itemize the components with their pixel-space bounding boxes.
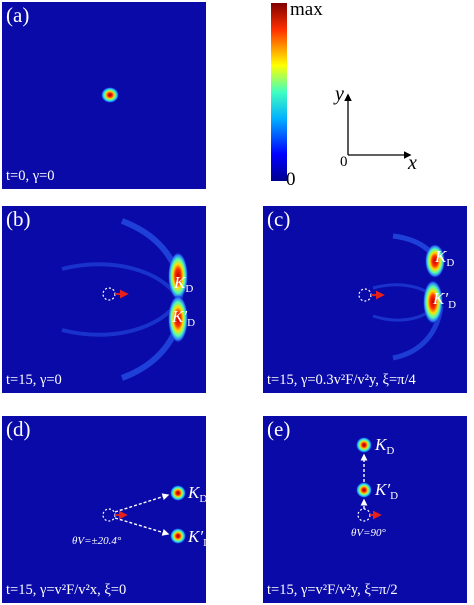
panel-label-b: (b) [6, 207, 31, 231]
x-axis-label: x [408, 152, 417, 174]
path-arrow-kpd [114, 517, 170, 536]
angle-label: θV=90° [351, 527, 387, 539]
kd-label: KD [434, 247, 454, 269]
wavepacket-field-e: θV=90° KD K′D [351, 435, 398, 539]
initial-position-marker [357, 508, 371, 522]
wavepacket-field-d: θV=±20.4° KD K′D [72, 483, 206, 549]
kpd-crest [168, 295, 188, 343]
colorbar-min-label: 0 [286, 169, 296, 190]
colorbar [271, 3, 287, 181]
kd-label: KD [374, 435, 394, 457]
kpd-spot [170, 528, 186, 544]
panel-label-d: (d) [6, 417, 31, 441]
path-arrow-kd [114, 493, 170, 513]
wavefront-arc-inner-upper [61, 262, 180, 300]
panel-d: θV=±20.4° KD K′D (d) t=15, γ=v²F/v²x, ξ=… [2, 416, 206, 603]
panel-b: KD K′D (b) t=15, γ=0 [2, 206, 206, 393]
panel-label-c: (c) [267, 207, 291, 231]
kd-crest [168, 252, 188, 300]
axes-diagram [344, 93, 412, 159]
panel-caption-e: t=15, γ=v²F/v²y, ξ=π/2 [267, 581, 398, 598]
panel-c: KD K′D (c) t=15, γ=0.3v²F/v²y, ξ=π/4 [263, 206, 467, 393]
panel-label-a: (a) [6, 3, 30, 27]
wavefront-arc-inner-lower [61, 299, 180, 337]
kpd-label: K′D [187, 527, 206, 549]
kd-label: KD [173, 273, 193, 295]
kpd-spot [356, 482, 372, 498]
wavepacket-field-b: KD K′D [61, 218, 195, 381]
panel-caption-a: t=0, γ=0 [6, 167, 55, 184]
y-axis-label: y [335, 83, 344, 105]
wavepacket-field-c: KD K′D [358, 233, 456, 361]
kd-spot [170, 485, 186, 501]
initial-position-marker [358, 288, 372, 302]
angle-label: θV=±20.4° [72, 535, 122, 547]
panel-label-e: (e) [267, 417, 291, 441]
kpd-label: K′D [374, 480, 398, 502]
colorbar-max-label: max [290, 0, 323, 20]
initial-position-marker [102, 287, 116, 301]
initial-position-marker [102, 508, 116, 522]
panel-caption-c: t=15, γ=0.3v²F/v²y, ξ=π/4 [267, 371, 416, 388]
panel-a: (a) t=0, γ=0 [2, 2, 206, 189]
panel-caption-b: t=15, γ=0 [6, 371, 62, 388]
panel-caption-d: t=15, γ=v²F/v²x, ξ=0 [6, 581, 127, 598]
axis-origin-label: 0 [340, 154, 348, 170]
kd-crest [425, 244, 445, 278]
kd-label: KD [187, 483, 206, 505]
kd-spot [356, 437, 372, 453]
panel-e: θV=90° KD K′D (e) t=15, γ=v²F/v²y, ξ=π/2 [263, 416, 467, 603]
kpd-label: K′D [171, 307, 195, 329]
initial-wavepacket [101, 87, 119, 103]
kpd-crest [423, 280, 443, 324]
wavepacket-field-a [101, 87, 119, 103]
kpd-label: K′D [432, 289, 456, 311]
